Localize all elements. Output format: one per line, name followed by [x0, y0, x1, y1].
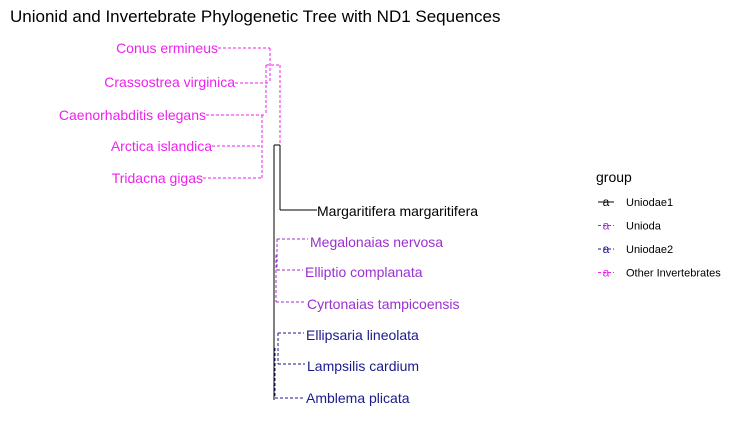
tip-label-crassostrea-virginica: Crassostrea virginica [104, 74, 235, 90]
legend-key-glyph: a [603, 242, 610, 256]
diagram-title: Unionid and Invertebrate Phylogenetic Tr… [10, 7, 500, 26]
tip-label-ellipsaria-lineolata: Ellipsaria lineolata [306, 327, 419, 343]
tip-label-arctica-islandica: Arctica islandica [111, 138, 212, 154]
legend-key-glyph: a [603, 219, 610, 233]
legend-label-unioda: Unioda [626, 221, 662, 233]
tip-label-lampsilis-cardium: Lampsilis cardium [307, 358, 419, 374]
tip-label-amblema-plicata: Amblema plicata [306, 390, 410, 406]
tree-edges [203, 47, 317, 400]
legend-label-other-invertebrates: Other Invertebrates [626, 268, 721, 280]
legend-title: group [596, 169, 632, 185]
tip-label-tridacna-gigas: Tridacna gigas [112, 170, 203, 186]
tip-label-megalonaias-nervosa: Megalonaias nervosa [310, 234, 443, 250]
tip-label-cyrtonaias-tampicoensis: Cyrtonaias tampicoensis [307, 296, 460, 312]
tip-label-conus-ermineus: Conus ermineus [116, 40, 218, 56]
tip-label-margaritifera-margaritifera: Margaritifera margaritifera [317, 203, 478, 219]
tip-label-caenorhabditis-elegans: Caenorhabditis elegans [59, 107, 206, 123]
legend-label-uniodae2: Uniodae2 [626, 244, 673, 256]
legend-label-uniodae1: Uniodae1 [626, 197, 673, 209]
legend: group a Uniodae1 a Unioda a Uniodae2 a Other In… [596, 169, 721, 280]
legend-key-glyph: a [603, 195, 610, 209]
tip-labels: Conus ermineus Crassostrea virginica Caeno… [59, 40, 478, 406]
tip-label-elliptio-complanata: Elliptio complanata [305, 264, 423, 280]
legend-key-glyph: a [603, 266, 610, 280]
